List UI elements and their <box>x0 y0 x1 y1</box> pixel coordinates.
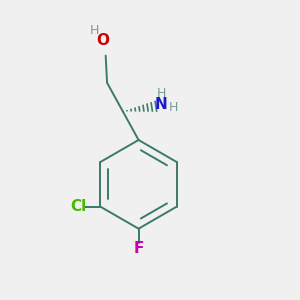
Text: F: F <box>134 241 144 256</box>
Text: Cl: Cl <box>70 199 87 214</box>
Text: N: N <box>155 97 168 112</box>
Text: H: H <box>157 87 166 100</box>
Text: H: H <box>89 24 99 37</box>
Text: O: O <box>96 33 109 48</box>
Text: H: H <box>169 101 178 114</box>
